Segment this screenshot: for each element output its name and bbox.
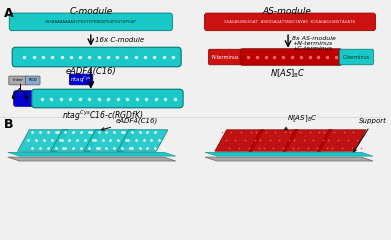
Text: B: B [4, 118, 13, 131]
Polygon shape [249, 130, 298, 151]
Text: $N[AS]_8C$: $N[AS]_8C$ [270, 67, 306, 80]
Polygon shape [205, 157, 373, 161]
Text: ntag$^{Cys}$C16-c(RGDfK): ntag$^{Cys}$C16-c(RGDfK) [62, 108, 143, 123]
Polygon shape [8, 157, 176, 161]
Text: N-terminus: N-terminus [212, 54, 239, 60]
FancyBboxPatch shape [9, 13, 172, 31]
FancyBboxPatch shape [12, 47, 181, 67]
FancyBboxPatch shape [9, 76, 27, 85]
Polygon shape [317, 130, 366, 151]
Polygon shape [51, 130, 102, 151]
FancyBboxPatch shape [204, 13, 375, 31]
Text: Support: Support [353, 118, 387, 152]
Text: eADF4(C16): eADF4(C16) [65, 67, 116, 76]
Text: +C-terminus: +C-terminus [292, 46, 332, 51]
Text: GSSAAAAAAAASCPGGYCPENQGPSGPGGYGPGGP: GSSAAAAAAAASCPGGYCPENQGPSGPGGYGPGGP [45, 20, 137, 24]
Text: C-terminus: C-terminus [343, 54, 370, 60]
Text: A: A [4, 7, 14, 20]
Polygon shape [283, 130, 332, 151]
Text: AS-module: AS-module [263, 7, 312, 16]
Text: linker: linker [13, 78, 23, 83]
FancyBboxPatch shape [14, 91, 37, 106]
Text: C-module: C-module [69, 7, 113, 16]
Text: 8x AS-module: 8x AS-module [292, 36, 336, 42]
Polygon shape [8, 152, 176, 156]
FancyBboxPatch shape [25, 76, 40, 85]
Text: +N-terminus: +N-terminus [292, 41, 332, 46]
Text: $N[AS]_8C$: $N[AS]_8C$ [285, 114, 317, 130]
FancyBboxPatch shape [208, 49, 243, 65]
Polygon shape [215, 130, 264, 151]
Polygon shape [84, 130, 135, 151]
Text: RGD: RGD [28, 78, 37, 83]
FancyBboxPatch shape [69, 74, 93, 85]
FancyBboxPatch shape [240, 49, 342, 65]
FancyBboxPatch shape [339, 49, 373, 65]
FancyBboxPatch shape [32, 89, 183, 108]
Text: 16x C-module: 16x C-module [95, 37, 144, 43]
Polygon shape [18, 130, 68, 151]
Text: eADF4(C16): eADF4(C16) [101, 117, 158, 130]
Polygon shape [117, 130, 168, 151]
Text: GSAGASSNGSSAT ASKGSAGATSNGSTAVAS KGSAGASSGNSTASATK: GSAGASSNGSSAT ASKGSAGATSNGSTAVAS KGSAGAS… [224, 20, 356, 24]
Text: ntag$^{Cys}$: ntag$^{Cys}$ [70, 74, 92, 85]
Polygon shape [205, 152, 373, 156]
